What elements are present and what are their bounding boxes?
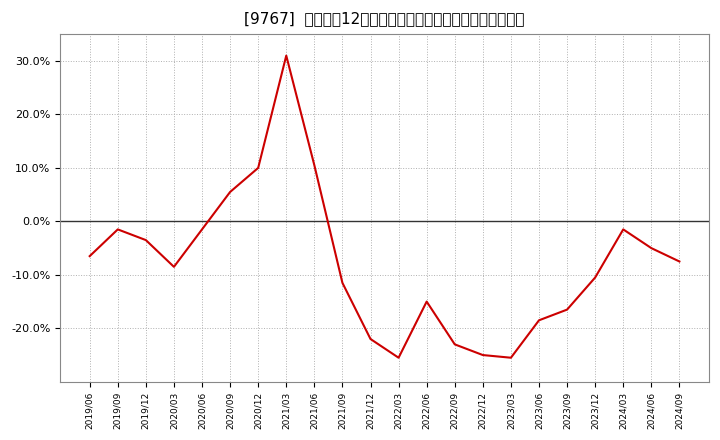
Title: [9767]  売上高の12か月移動合計の対前年同期増減率の推移: [9767] 売上高の12か月移動合計の対前年同期増減率の推移 bbox=[244, 11, 525, 26]
